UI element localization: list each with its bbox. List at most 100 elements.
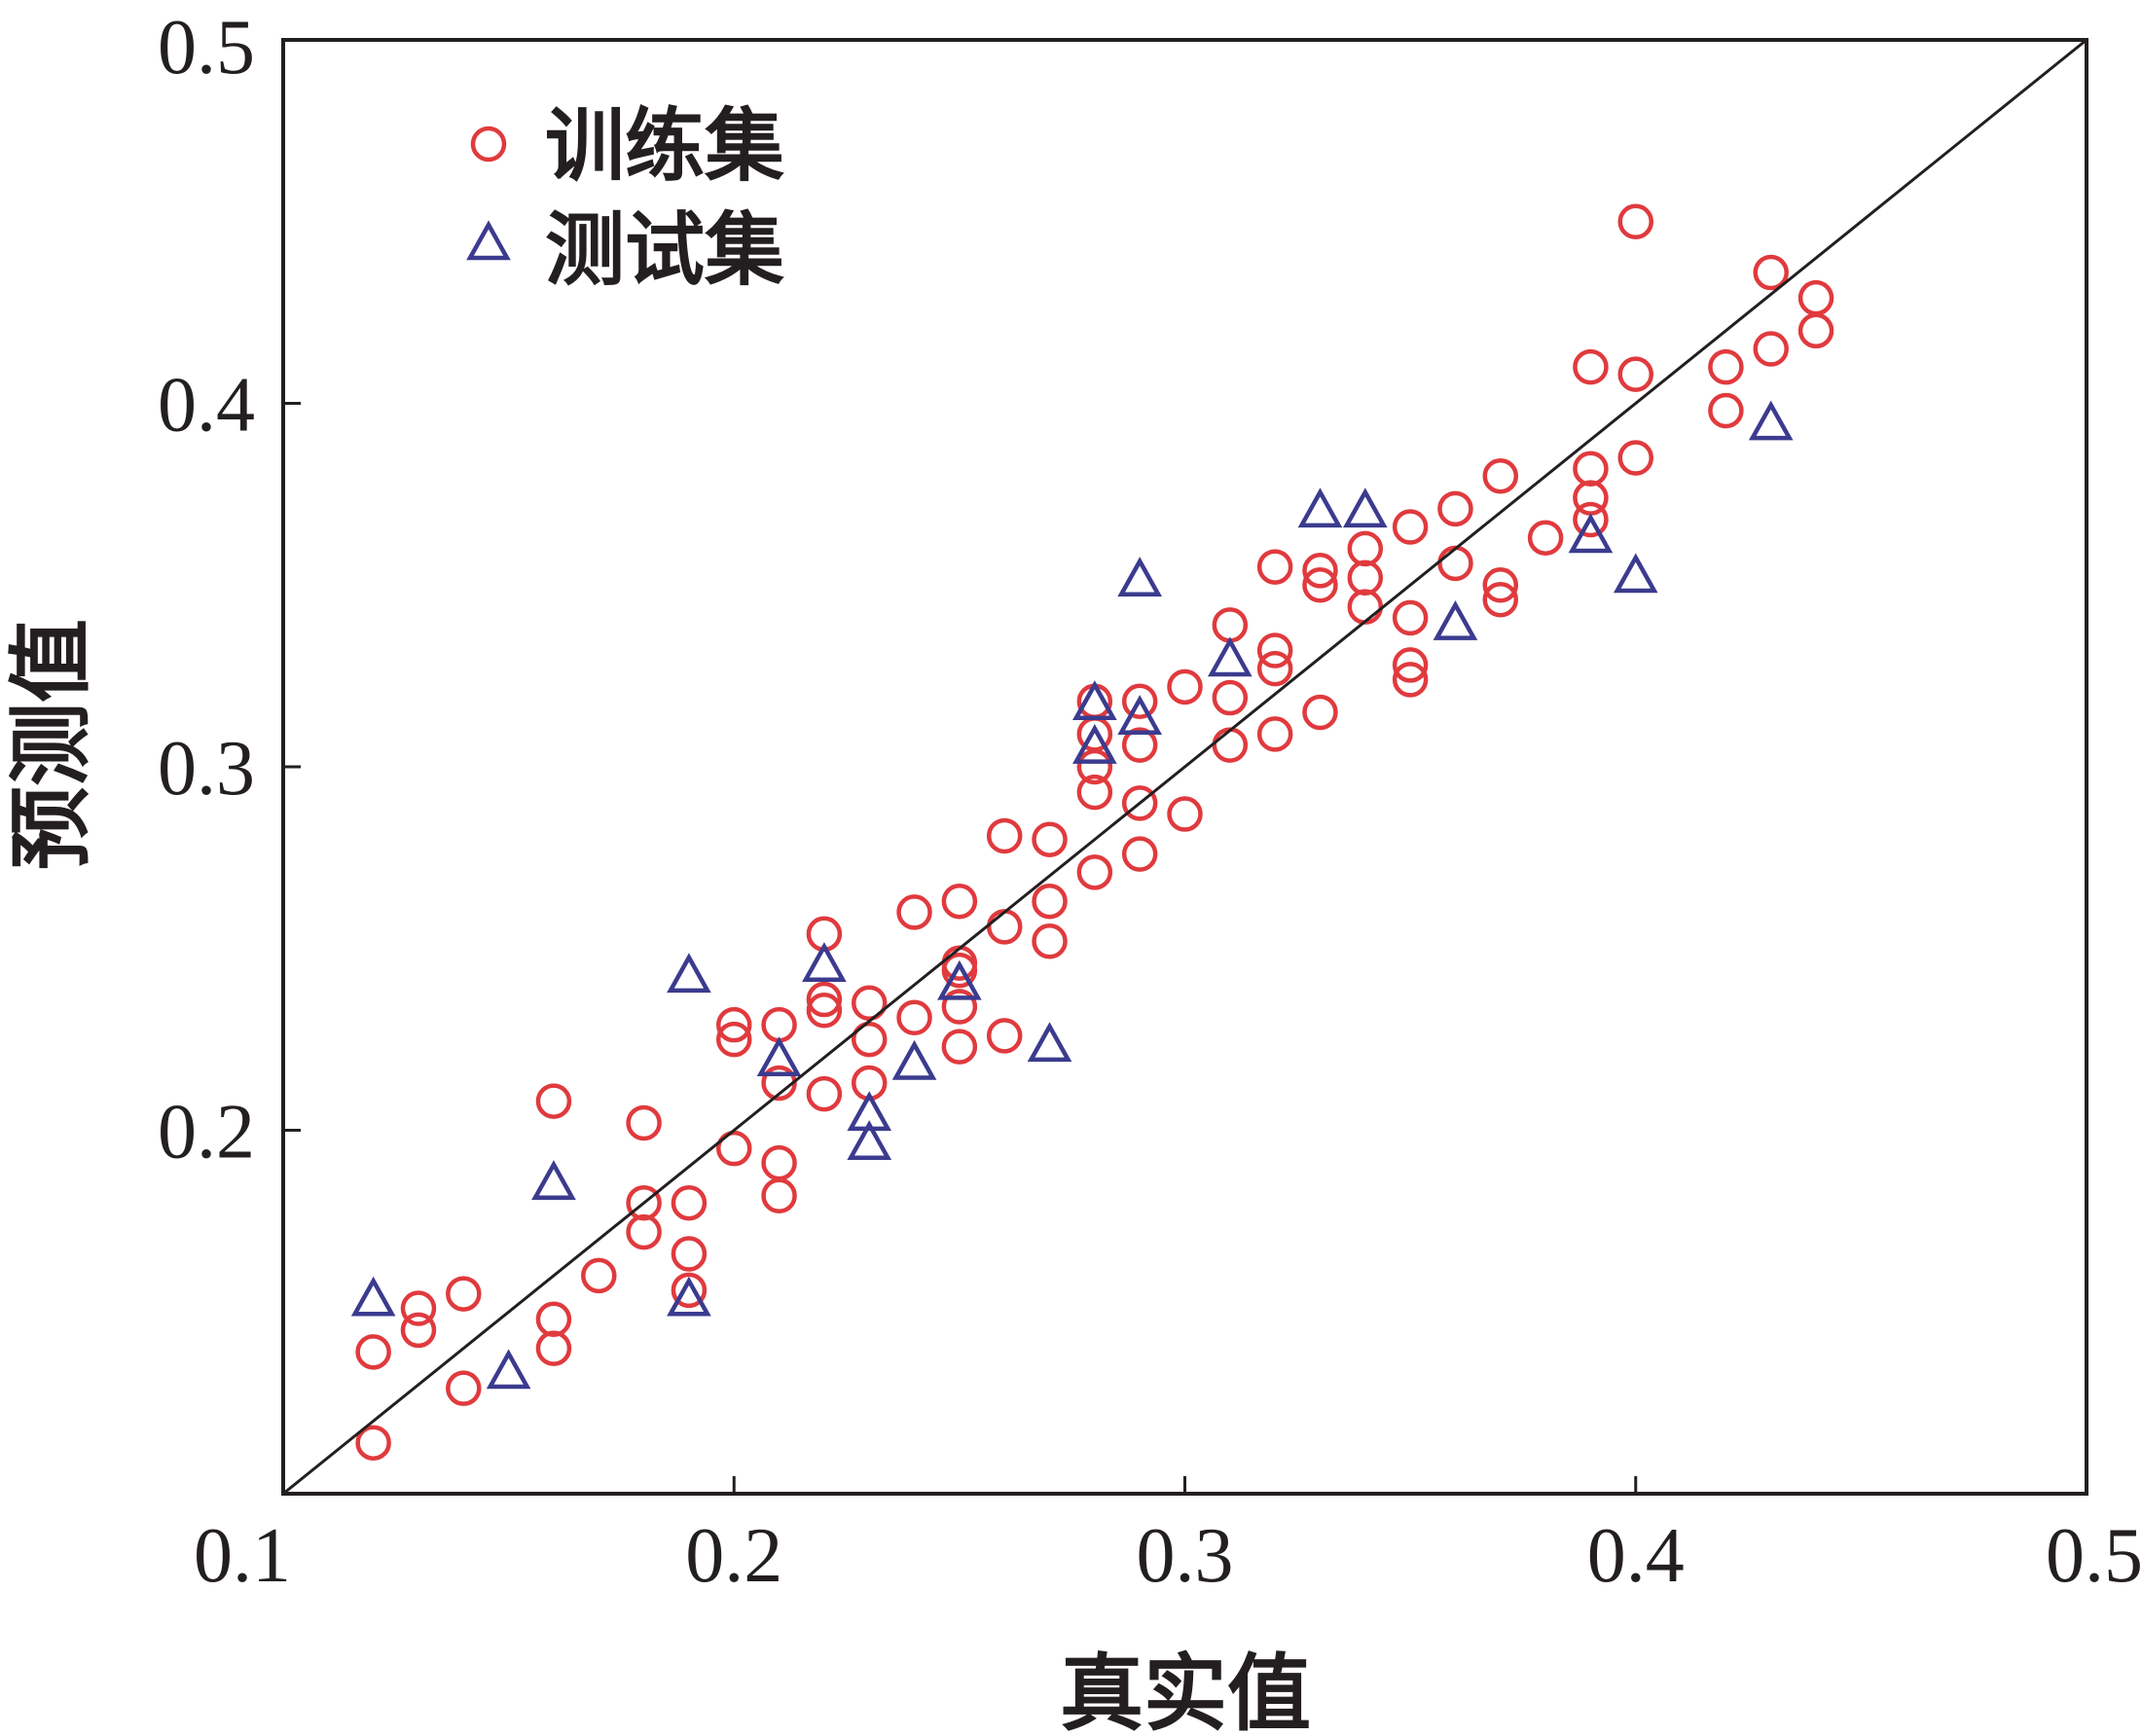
test-point [1613,553,1658,594]
x-tick-label: 0.1 [194,1513,291,1599]
test-point [667,1276,711,1317]
train-point [1437,490,1473,527]
test-point [937,959,982,1000]
train-point [671,1272,708,1309]
train-point [1392,647,1429,683]
train-point [941,883,978,920]
test-point [1072,680,1117,721]
y-tick-label: 0.2 [158,1090,255,1175]
x-tick-label: 0.2 [685,1513,782,1599]
y-tick-label: 0.5 [158,5,255,90]
train-point [1302,553,1338,589]
x-tick-label: 0.4 [1587,1513,1685,1599]
train-point [896,894,932,930]
test-point [1433,599,1478,640]
train-point [446,1370,482,1406]
train-point [1708,348,1744,385]
train-point [535,1083,572,1119]
test-point [1297,488,1343,528]
train-point [1617,356,1653,392]
test-point [1748,400,1794,441]
test-point [847,1120,892,1160]
train-point [1347,530,1384,567]
train-point [1482,581,1519,618]
train-point [1573,501,1609,538]
data-marks [350,203,1834,1461]
train-point [1753,254,1789,291]
test-point [486,1349,531,1390]
train-point [671,1184,708,1221]
train-point [1392,599,1429,636]
reference-line-y-equals-x [282,38,2088,1496]
train-point [1302,567,1338,603]
train-point [1753,331,1789,367]
train-point [716,1006,752,1043]
train-point [1032,923,1068,959]
train-point [1527,520,1564,556]
x-tick-label: 0.5 [2046,1513,2142,1599]
train-point [671,1236,708,1272]
train-point [1617,440,1653,476]
axis-ticks [283,402,1638,1494]
train-point [1032,821,1068,857]
train-point [1708,392,1744,429]
train-point [1392,509,1429,545]
train-point [1256,633,1293,669]
axis-tick-labels: 0.1 0.2 0.3 0.4 0.5 0.2 0.3 0.4 0.5 [158,5,2142,1599]
train-point [986,817,1023,854]
legend-label-train: 训练集 [545,100,784,193]
y-tick-label: 0.4 [158,363,255,449]
test-point [1027,1022,1072,1063]
train-point [400,1312,437,1349]
test-point [667,953,711,994]
legend-marker-test [466,220,511,261]
train-point [941,989,978,1025]
train-point [355,1425,391,1461]
train-point [806,992,843,1029]
train-point [581,1257,617,1294]
train-point [1121,727,1158,763]
train-point [1076,774,1113,811]
y-tick-label: 0.3 [158,726,255,812]
test-point [847,1091,892,1132]
train-point [1121,785,1158,821]
train-point [400,1290,437,1326]
x-axis-title: 真实值 [1060,1646,1311,1736]
test-point [756,1036,802,1077]
test-point [891,1039,937,1080]
test-point [531,1160,576,1201]
train-point [1167,796,1203,832]
y-axis-title: 预测值 [3,619,100,870]
legend: 训练集 测试集 [466,100,784,297]
train-point [1121,683,1158,720]
train-point [941,1029,978,1065]
train-point [716,1021,752,1058]
series-test [350,400,1794,1390]
test-point [1342,488,1388,528]
series-train [355,203,1834,1461]
train-point [1392,662,1429,698]
train-point [1212,679,1249,716]
train-point [1167,669,1203,705]
test-point [350,1276,396,1317]
train-point [1121,836,1158,872]
train-point [626,1104,662,1141]
train-point [446,1276,482,1312]
test-point [1117,557,1163,597]
legend-marker-train [470,126,507,163]
test-point [1072,723,1117,764]
train-point [1617,203,1653,239]
train-point [986,1018,1023,1054]
train-point [761,1144,797,1181]
test-point [1117,695,1163,735]
train-point [355,1334,391,1370]
train-point [626,1184,662,1221]
train-point [1482,457,1519,494]
train-point [1302,694,1338,731]
train-point [1797,279,1834,316]
train-point [1256,716,1293,752]
train-point [851,985,888,1022]
test-point [1207,636,1253,677]
train-point [806,1075,843,1112]
legend-label-test: 测试集 [545,204,784,297]
